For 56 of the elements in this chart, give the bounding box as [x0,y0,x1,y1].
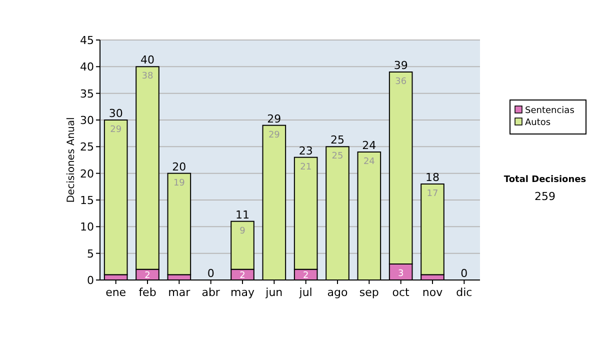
data-label: 21 [300,162,312,172]
data-label: 2 [144,271,150,282]
data-label: 29 [110,125,122,135]
data-label: 36 [395,77,407,87]
y-tick-label: 5 [87,247,94,260]
total-label: 18 [426,171,440,184]
data-label: 3 [398,269,404,279]
x-tick-label: feb [138,286,156,299]
x-tick-label: sep [359,286,379,299]
bar [167,172,192,276]
data-label: 2 [240,271,246,282]
total-label: 0 [207,267,214,280]
total-label: 30 [108,107,123,120]
y-tick-label: 30 [80,114,94,127]
text: Total Decisiones [504,175,586,185]
bar [420,184,444,276]
y-tick-label: 15 [80,194,94,207]
total-label: 11 [236,208,250,222]
x-tick-label: jul [298,286,312,299]
x-tick-label: jun [264,286,283,299]
data-label: 9 [240,226,246,236]
x-tick-label: may [230,286,255,299]
x-tick-label: mar [168,286,191,299]
data-label: 17 [426,189,438,199]
data-label: 2 [302,271,309,282]
total-label: 29 [267,112,282,126]
y-tick-label: 25 [80,140,94,154]
x-tick-label: oct [392,286,410,299]
y-tick-label: 0 [87,274,94,287]
y-tick-label: 10 [80,220,94,234]
total-label: 20 [172,160,186,174]
text: 259 [534,190,556,203]
legend-label: Autos [525,118,551,128]
x-tick-label: abr [202,286,220,299]
x-tick-label: nov [422,286,444,299]
data-label: 29 [268,130,280,140]
total-label: 0 [460,267,468,280]
total-label: 40 [140,54,154,67]
y-tick-label: 20 [80,167,94,180]
data-label: 38 [142,72,154,82]
data-label: 25 [332,152,344,162]
total-label: 23 [298,144,313,158]
data-label: 24 [363,157,376,167]
y-axis-title: Decisiones Anual [66,117,77,203]
y-tick-label: 35 [80,87,94,100]
total-label: 39 [394,59,408,72]
data-label: 19 [173,178,186,188]
total-label: 24 [362,139,376,152]
total-label: 25 [330,134,344,147]
x-tick-label: ago [327,286,348,299]
bar [104,120,128,276]
y-tick-label: 45 [80,34,94,47]
x-tick-label: dic [456,286,472,299]
legend-label: Sentencias [525,106,575,116]
x-tick-label: ene [106,286,126,299]
y-tick-label: 40 [80,60,94,74]
